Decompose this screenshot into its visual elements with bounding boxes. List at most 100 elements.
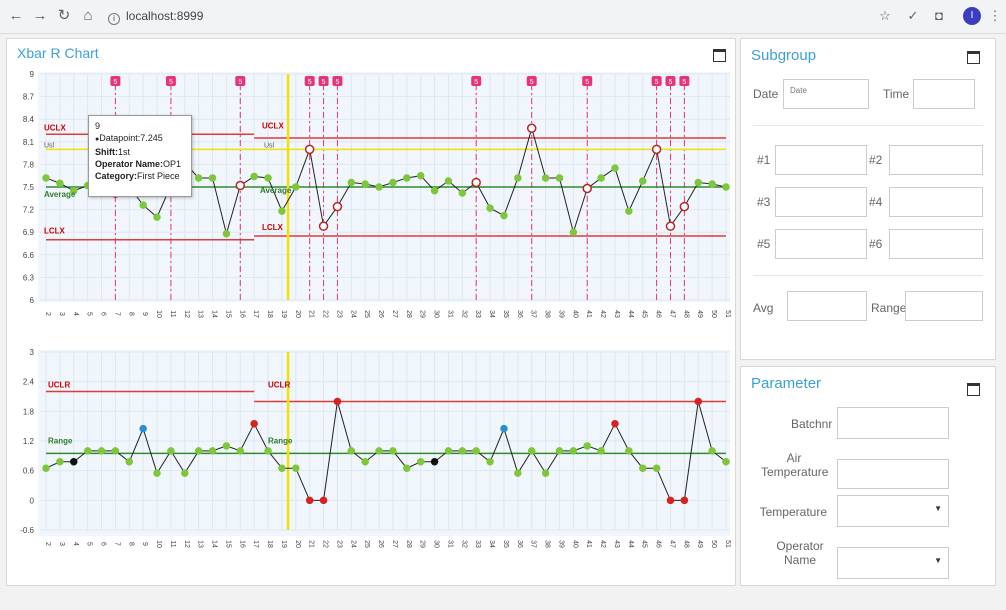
x-tick-label: 20 xyxy=(294,540,301,548)
data-point xyxy=(582,183,592,194)
measure-4-input[interactable] xyxy=(889,187,983,217)
parameter-panel: Parameter Batchnr Air Temperature Tempera… xyxy=(740,366,996,586)
data-point xyxy=(305,496,314,505)
data-point xyxy=(666,496,675,505)
temperature-select[interactable]: ▼ xyxy=(837,495,949,527)
measure-1-label: #1 xyxy=(757,153,771,167)
avg-input[interactable] xyxy=(787,291,867,321)
subgroup-panel: Subgroup Date Date Time #1 #2 #3 #4 #5 #… xyxy=(740,38,996,360)
tooltip-category-label: Category: xyxy=(95,171,138,181)
date-input[interactable]: Date xyxy=(783,79,869,109)
tooltip-operator-value: OP1 xyxy=(163,159,182,169)
data-point xyxy=(638,464,647,472)
data-point xyxy=(347,178,356,187)
data-point xyxy=(569,447,578,455)
maximize-icon[interactable] xyxy=(967,51,980,64)
x-tick-label: 33 xyxy=(474,310,481,318)
data-point xyxy=(444,177,453,185)
x-tick-label: 17 xyxy=(252,310,259,318)
y-tick-label: 7.2 xyxy=(23,206,35,215)
x-tick-label: 51 xyxy=(724,310,731,318)
rule-violation-marker xyxy=(526,76,537,86)
check-icon[interactable]: ✓ xyxy=(907,8,919,23)
y-tick-label: 6.9 xyxy=(23,228,35,237)
x-tick-label: 41 xyxy=(585,540,592,548)
address-bar[interactable]: i localhost:8999 xyxy=(108,5,848,27)
rule-violation-marker xyxy=(110,76,121,86)
x-tick-label: 26 xyxy=(377,310,384,318)
ucl-label: UCLR xyxy=(48,381,70,390)
avatar[interactable]: I xyxy=(963,7,981,25)
measure-1-input[interactable] xyxy=(775,145,867,175)
rule-violation-number: 5 xyxy=(308,79,312,86)
x-tick-label: 4 xyxy=(72,312,79,316)
data-point xyxy=(56,179,64,187)
ucl-label: UCLX xyxy=(44,123,66,132)
x-tick-label: 15 xyxy=(224,540,231,548)
data-point xyxy=(319,496,328,505)
x-tick-label: 6 xyxy=(100,542,107,546)
x-tick-label: 8 xyxy=(127,312,134,316)
divider xyxy=(753,125,983,126)
range-input[interactable] xyxy=(905,291,983,321)
data-point xyxy=(722,458,730,466)
measure-2-input[interactable] xyxy=(889,145,983,175)
x-tick-label: 3 xyxy=(58,312,65,316)
y-tick-label: 6.3 xyxy=(23,273,35,282)
x-tick-label: 14 xyxy=(211,540,218,548)
data-point xyxy=(278,464,286,472)
rule-violation-marker xyxy=(304,76,315,86)
data-point xyxy=(42,174,50,182)
data-point xyxy=(333,397,342,406)
info-icon: i xyxy=(108,13,120,25)
rule-violation-marker xyxy=(582,76,593,86)
maximize-icon[interactable] xyxy=(713,49,726,62)
x-tick-label: 49 xyxy=(696,540,703,548)
rule-violation-marker xyxy=(235,76,246,86)
data-point xyxy=(56,458,64,466)
extension-icon[interactable]: ◘ xyxy=(935,8,943,23)
x-tick-label: 13 xyxy=(197,540,204,548)
lcl-label: LCLX xyxy=(44,227,66,236)
data-point xyxy=(403,464,411,472)
home-icon[interactable]: ⌂ xyxy=(83,7,93,24)
y-tick-label: 8.4 xyxy=(23,115,35,124)
browser-toolbar: ← → ↻ ⌂ i localhost:8999 ☆ ✓ ◘ I ⋮ xyxy=(0,0,1006,34)
x-tick-label: 24 xyxy=(349,310,356,318)
forward-icon[interactable]: → xyxy=(32,7,48,24)
time-input[interactable] xyxy=(913,79,975,109)
datapoint-tooltip: 9 ●Datapoint:7.245 Shift:1st Operator Na… xyxy=(88,115,192,197)
x-tick-label: 14 xyxy=(211,310,218,318)
x-tick-label: 17 xyxy=(252,540,259,548)
data-point xyxy=(222,229,231,238)
measure-5-input[interactable] xyxy=(775,229,867,259)
star-icon[interactable]: ☆ xyxy=(879,8,891,23)
data-point xyxy=(42,464,50,472)
data-point xyxy=(332,201,343,212)
air-temperature-input[interactable] xyxy=(837,459,949,489)
y-tick-label: 1.2 xyxy=(23,437,35,446)
data-point xyxy=(472,447,480,455)
rule-violation-number: 5 xyxy=(322,79,326,86)
data-point xyxy=(583,442,591,450)
measure-6-input[interactable] xyxy=(889,229,983,259)
rule-violation-marker xyxy=(471,76,482,86)
back-icon[interactable]: ← xyxy=(8,7,24,24)
chart-title: Xbar R Chart xyxy=(17,45,99,61)
x-tick-label: 45 xyxy=(641,540,648,548)
measure-3-input[interactable] xyxy=(775,187,867,217)
x-tick-label: 38 xyxy=(544,540,551,548)
batchno-input[interactable] xyxy=(837,407,949,439)
menu-icon[interactable]: ⋮ xyxy=(988,8,1002,23)
reload-icon[interactable]: ↻ xyxy=(57,7,71,24)
data-point xyxy=(167,447,175,455)
x-tick-label: 19 xyxy=(280,310,287,318)
y-tick-label: 7.8 xyxy=(23,160,35,169)
x-tick-label: 41 xyxy=(585,310,592,318)
x-tick-label: 48 xyxy=(682,540,689,548)
x-tick-label: 46 xyxy=(655,310,662,318)
x-tick-label: 35 xyxy=(502,540,509,548)
maximize-icon[interactable] xyxy=(967,383,980,396)
x-tick-label: 25 xyxy=(363,540,370,548)
operator-name-select[interactable]: ▼ xyxy=(837,547,949,579)
